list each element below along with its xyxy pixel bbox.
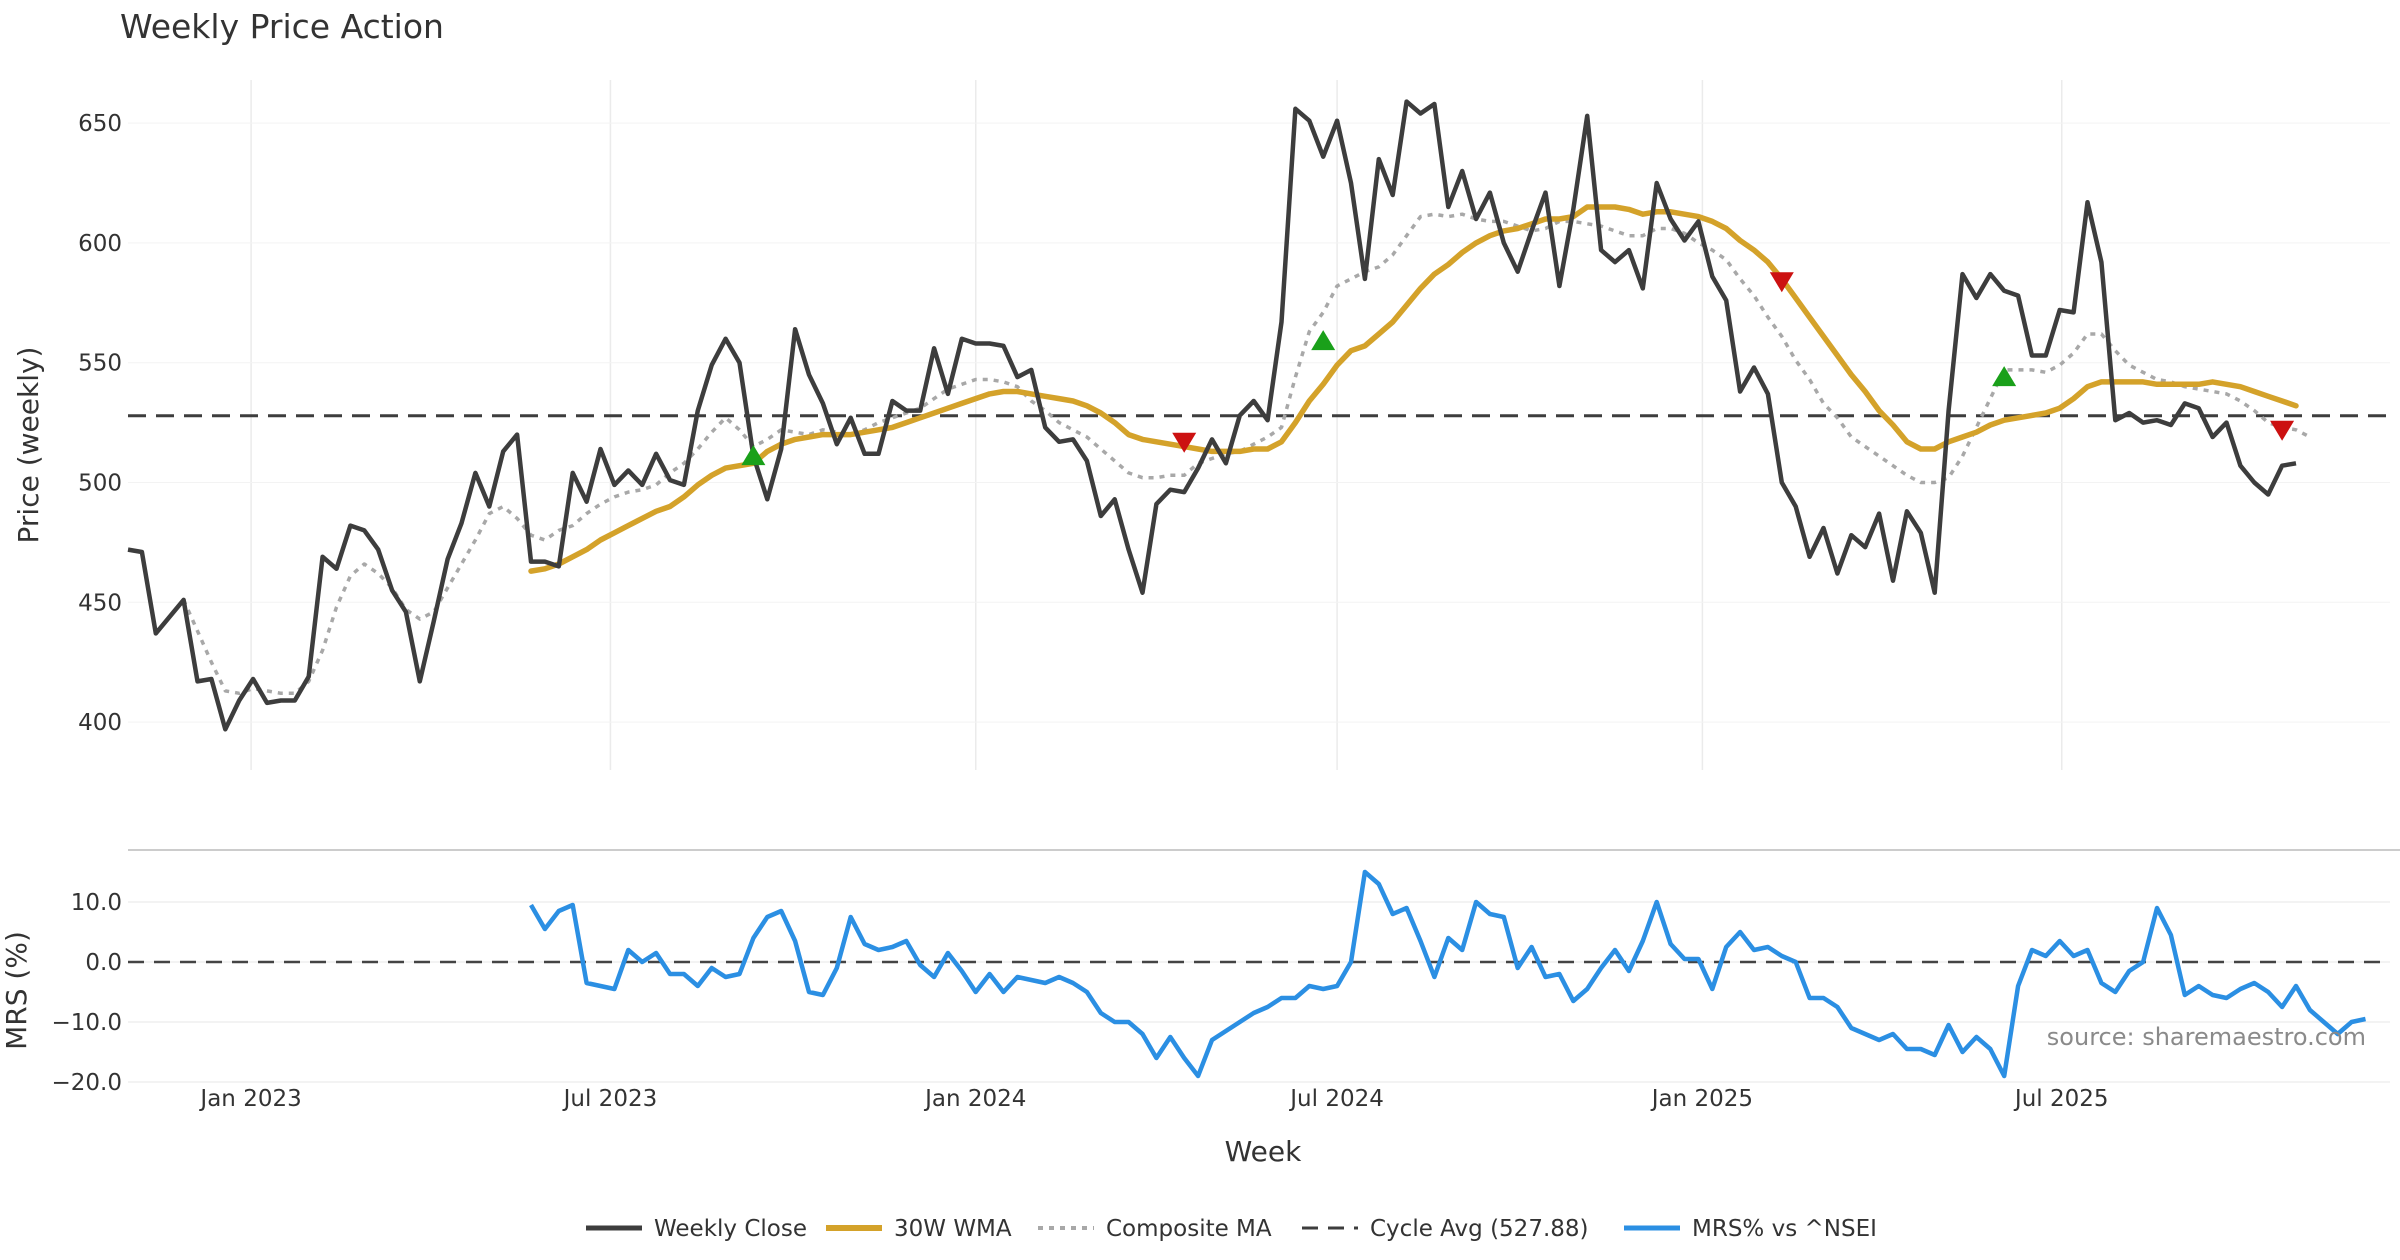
price-y-tick-label: 400 — [78, 710, 122, 736]
price-y-tick-label: 650 — [78, 111, 122, 137]
price-y-tick-label: 450 — [78, 590, 122, 616]
x-axis: Jan 2023 Jul 2023 Jan 2024 Jul 2024 Jan 2025… — [198, 1086, 2108, 1112]
x-tick-label: Jul 2024 — [1288, 1086, 1384, 1112]
mrs-y-tick-label: −20.0 — [52, 1070, 122, 1096]
legend: Weekly Close 30W WMA Composite MA Cycle Avg… — [586, 1216, 1877, 1242]
x-tick-label: Jan 2025 — [1650, 1086, 1753, 1112]
buy-signal-marker — [1311, 330, 1336, 351]
price-y-tick-label: 500 — [78, 471, 122, 497]
price-panel: 400 450 500 550 600 650 Price (weekly) — [12, 80, 2390, 770]
chart-title: Weekly Price Action — [120, 7, 444, 46]
legend-label: Composite MA — [1106, 1216, 1272, 1242]
mrs-line — [529, 869, 2366, 1079]
price-y-tick-label: 600 — [78, 231, 122, 257]
source-note: source: sharemaestro.com — [2047, 1023, 2366, 1051]
sell-signal-marker — [1172, 432, 1197, 453]
x-tick-label: Jul 2023 — [562, 1086, 658, 1112]
x-tick-label: Jan 2024 — [923, 1086, 1026, 1112]
legend-label: MRS% vs ^NSEI — [1692, 1216, 1877, 1242]
sell-signal-marker — [2270, 420, 2295, 441]
mrs-y-tick-label: 10.0 — [71, 890, 122, 916]
x-axis-label: Week — [1225, 1135, 1302, 1168]
sell-signal-marker — [1769, 272, 1794, 293]
x-tick-label: Jul 2025 — [2013, 1086, 2109, 1112]
legend-label: Cycle Avg (527.88) — [1370, 1216, 1589, 1242]
wma30-line — [528, 204, 2299, 574]
legend-label: Weekly Close — [654, 1216, 807, 1242]
mrs-y-axis-label: MRS (%) — [0, 931, 33, 1050]
price-y-tick-label: 550 — [78, 351, 122, 377]
price-y-axis-label: Price (weekly) — [12, 347, 45, 544]
buy-signal-marker — [741, 445, 766, 466]
legend-label: 30W WMA — [894, 1216, 1012, 1242]
weekly-close-line — [127, 99, 2297, 732]
buy-signal-marker — [1992, 366, 2017, 387]
mrs-panel: 10.0 0.0 −10.0 −20.0 MRS (%) — [0, 849, 2400, 1096]
mrs-y-tick-label: 0.0 — [85, 950, 122, 976]
x-tick-label: Jan 2023 — [198, 1086, 301, 1112]
mrs-y-tick-label: −10.0 — [52, 1010, 122, 1036]
